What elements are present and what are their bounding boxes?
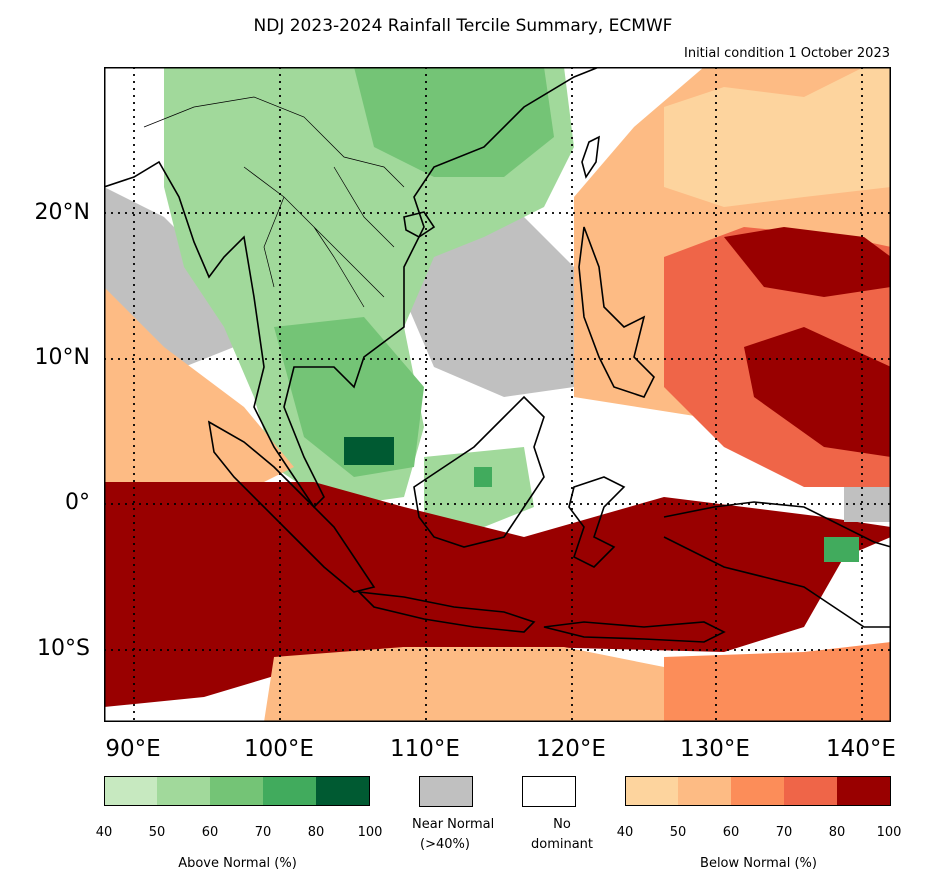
lat-label-0: 0° [65,490,90,515]
map-title: NDJ 2023-2024 Rainfall Tercile Summary, … [253,16,673,36]
below-normal-region-nw-pacific-dark [724,227,891,297]
map-frame [104,67,891,722]
rainfall-tercile-map [104,67,891,722]
no-dominant-swatch [522,776,576,807]
below-tick-100: 100 [876,825,902,840]
near-normal-label-line2: (>40%) [420,837,470,852]
lat-label-10n: 10°N [34,345,90,370]
above-tick-80: 80 [307,825,325,840]
coastline-sumatra [207,420,376,593]
below-tick-40: 40 [616,825,634,840]
below-normal-region-indian-ocean [104,287,294,487]
above-normal-label: Above Normal (%) [178,856,297,871]
near-normal-region-scs [404,217,574,397]
below-tick-50: 50 [669,825,687,840]
above-normal-borneo-peak [474,467,492,487]
map-subtitle: Initial condition 1 October 2023 [684,46,890,61]
lon-label-90e: 90°E [105,736,161,762]
near-normal-label-line1: Near Normal [412,817,495,832]
country-borders [143,96,405,308]
above-tick-50: 50 [148,825,166,840]
coastline-java [356,590,536,633]
coastline-borneo [413,395,545,548]
no-dominant-label-line2: dominant [530,837,594,852]
coastline-philippines [578,226,655,398]
lon-label-130e: 130°E [680,736,750,762]
below-tick-70: 70 [775,825,793,840]
below-normal-colorbar [625,776,891,806]
below-normal-region-ne-light [664,67,891,207]
no-dominant-label-line1: No [553,817,571,832]
above-normal-peak [344,437,394,465]
below-normal-label: Below Normal (%) [700,856,817,871]
above-normal-patch-png [824,537,859,562]
above-normal-colorbar [104,776,370,806]
lon-label-140e: 140°E [826,736,896,762]
above-normal-region-north [354,67,554,177]
coastline-mainland [104,67,600,509]
above-tick-70: 70 [254,825,272,840]
coastline-new-guinea [663,501,891,628]
above-tick-100: 100 [357,825,383,840]
below-normal-region-australia-n [664,642,891,722]
lat-label-10s: 10°S [37,636,90,661]
above-tick-40: 40 [95,825,113,840]
coastline-sulawesi [568,476,626,568]
near-normal-swatch [419,776,473,807]
lon-label-110e: 110°E [390,736,460,762]
coastline-taiwan [581,135,600,179]
below-tick-60: 60 [722,825,740,840]
above-tick-60: 60 [201,825,219,840]
lon-label-100e: 100°E [244,736,314,762]
below-tick-80: 80 [828,825,846,840]
lat-label-20n: 20°N [34,200,90,225]
coastline-timor [543,621,726,643]
gridlines [104,67,891,722]
lon-label-120e: 120°E [536,736,606,762]
